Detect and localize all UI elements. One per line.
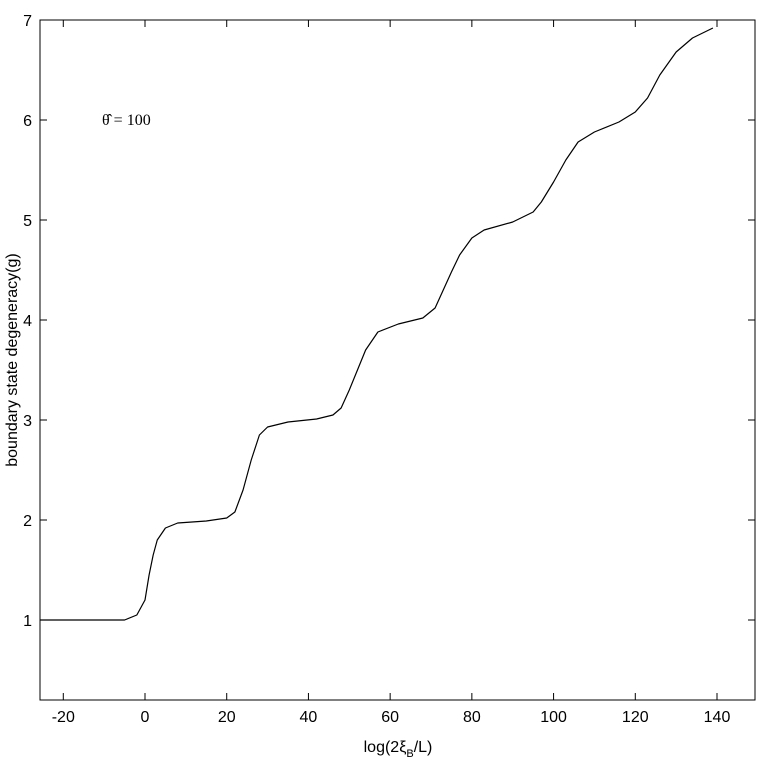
line <box>40 27 714 621</box>
plot-frame <box>39 19 756 701</box>
x-axis-label-part: /L) <box>414 739 433 756</box>
x-tick-label: 20 <box>218 709 236 726</box>
x-tick-label: 100 <box>540 709 567 726</box>
x-tick-label: 80 <box>463 709 481 726</box>
x-axis-label: log(2ξB/L) <box>364 739 433 760</box>
x-tick-label: -20 <box>52 709 75 726</box>
x-tick-label: 140 <box>704 709 731 726</box>
y-tick-label: 6 <box>23 113 32 130</box>
y-tick-label: 5 <box>23 213 32 230</box>
y-tick-label: 3 <box>23 413 32 430</box>
y-tick-label: 4 <box>23 313 32 330</box>
x-tick-label: 120 <box>622 709 649 726</box>
annotation: θ̂ = 100 <box>102 112 151 129</box>
x-tick-label: 40 <box>300 709 318 726</box>
y-axis-label: boundary state degeneracy(g) <box>4 253 21 466</box>
y-tick-label: 7 <box>23 13 32 30</box>
y-tick-label: 1 <box>23 613 32 630</box>
x-tick-label: 60 <box>381 709 399 726</box>
y-tick-label: 2 <box>23 513 32 530</box>
x-tick-label: 0 <box>141 709 150 726</box>
x-axis-label-part: log(2ξ <box>364 739 407 756</box>
x-axis-label-sub: B <box>406 748 413 760</box>
